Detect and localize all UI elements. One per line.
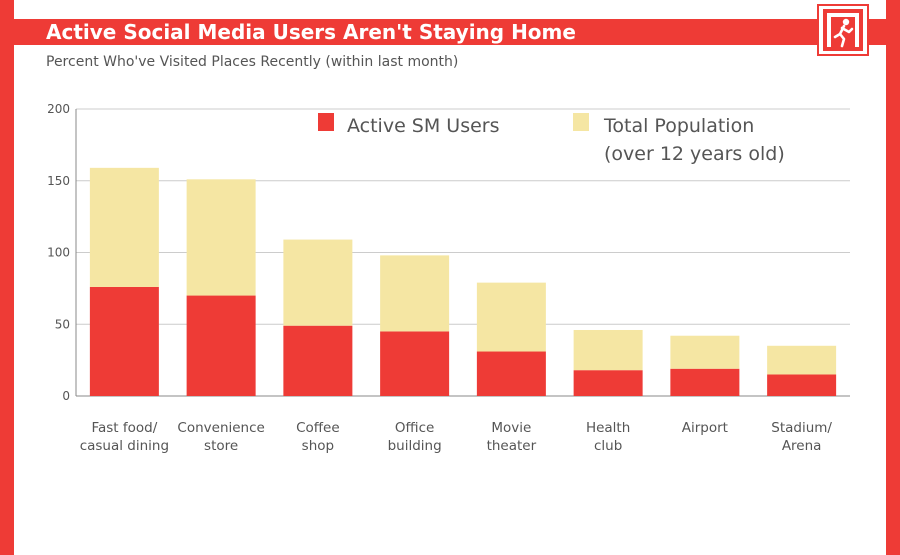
bar-total-population — [380, 255, 450, 332]
exit-runner-icon — [823, 9, 863, 51]
legend-swatch-total — [573, 113, 589, 131]
x-category-label: Arena — [782, 438, 822, 454]
left-frame-border — [0, 0, 14, 555]
bar-active-sm-users — [283, 325, 353, 396]
y-tick-label: 0 — [62, 389, 70, 403]
y-tick-label: 50 — [55, 317, 70, 331]
x-category-label: shop — [302, 438, 334, 454]
x-category-label: Movie — [491, 420, 531, 436]
y-tick-label: 200 — [47, 102, 70, 116]
bar-total-population — [573, 329, 643, 371]
bar-active-sm-users — [573, 370, 643, 396]
bar-total-population — [476, 282, 546, 352]
bar-total-population — [186, 179, 256, 296]
chart-title: Active Social Media Users Aren't Staying… — [46, 20, 576, 44]
bar-total-population — [670, 335, 740, 369]
x-category-label: store — [204, 438, 238, 454]
bar-active-sm-users — [89, 286, 159, 396]
x-category-label: theater — [487, 438, 537, 454]
y-tick-label: 150 — [47, 174, 70, 188]
x-category-label: Convenience — [177, 420, 264, 436]
bar-active-sm-users — [670, 368, 740, 396]
x-category-label: Airport — [682, 420, 728, 436]
bar-active-sm-users — [476, 351, 546, 396]
y-tick-label: 100 — [47, 246, 70, 260]
title-bar — [0, 19, 886, 45]
logo — [817, 4, 869, 56]
bar-total-population — [283, 239, 353, 326]
x-category-label: Health — [586, 420, 630, 436]
legend-label: Active SM Users — [347, 115, 500, 137]
legend-label: (over 12 years old) — [604, 143, 785, 165]
legend-swatch-active — [318, 113, 334, 131]
x-category-label: building — [388, 438, 442, 454]
x-category-label: Fast food/ — [91, 420, 157, 436]
x-category-label: club — [594, 438, 622, 454]
x-category-label: Coffee — [296, 420, 340, 436]
right-frame-border — [886, 0, 900, 555]
bar-total-population — [89, 167, 159, 287]
bar-active-sm-users — [186, 295, 256, 396]
x-category-label: Office — [395, 420, 434, 436]
bar-total-population — [767, 345, 837, 375]
bar-active-sm-users — [767, 374, 837, 396]
x-category-label: casual dining — [80, 438, 169, 454]
x-category-label: Stadium/ — [771, 420, 832, 436]
chart-subtitle: Percent Who've Visited Places Recently (… — [46, 54, 459, 70]
legend-label: Total Population — [603, 115, 754, 137]
bar-active-sm-users — [380, 331, 450, 396]
